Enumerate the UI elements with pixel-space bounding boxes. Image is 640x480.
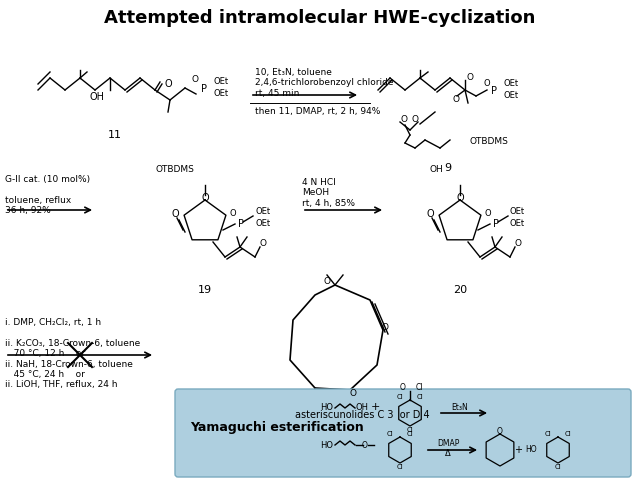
FancyBboxPatch shape	[175, 389, 631, 477]
Text: O: O	[349, 389, 356, 398]
Text: P: P	[493, 219, 499, 229]
Text: OH: OH	[89, 92, 104, 102]
Text: O: O	[164, 79, 172, 89]
Text: OEt: OEt	[503, 80, 518, 88]
Text: Cl: Cl	[397, 394, 403, 400]
Text: 4 N HCl
MeOH
rt, 4 h, 85%: 4 N HCl MeOH rt, 4 h, 85%	[302, 178, 355, 208]
Text: G-II cat. (10 mol%)

toluene, reflux
36 h, 92%: G-II cat. (10 mol%) toluene, reflux 36 h…	[5, 175, 90, 215]
Text: P: P	[491, 86, 497, 96]
Text: O: O	[426, 209, 434, 219]
Text: 20: 20	[453, 285, 467, 295]
Text: O: O	[452, 96, 460, 105]
Text: 11: 11	[108, 130, 122, 140]
Text: HO: HO	[320, 404, 333, 412]
Text: OTBDMS: OTBDMS	[155, 166, 194, 175]
Text: O: O	[456, 193, 464, 203]
Text: O: O	[484, 209, 492, 218]
Text: Cl: Cl	[387, 431, 394, 437]
Text: OEt: OEt	[510, 207, 525, 216]
Text: O: O	[171, 209, 179, 219]
Text: then 11, DMAP, rt, 2 h, 94%: then 11, DMAP, rt, 2 h, 94%	[255, 107, 380, 116]
Text: O: O	[191, 75, 198, 84]
Text: O: O	[515, 240, 522, 249]
Text: OEt: OEt	[255, 207, 270, 216]
Text: OEt: OEt	[214, 77, 229, 86]
Text: OTBDMS: OTBDMS	[470, 137, 509, 146]
Text: Cl: Cl	[406, 431, 413, 437]
Text: Yamaguchi esterification: Yamaguchi esterification	[190, 420, 364, 433]
Text: O: O	[323, 277, 330, 287]
Text: Cl: Cl	[416, 383, 424, 392]
Text: HO: HO	[320, 441, 333, 449]
Text: Cl: Cl	[555, 464, 561, 470]
Text: OH: OH	[356, 404, 369, 412]
Text: Cl: Cl	[406, 427, 413, 433]
Text: asteriscunolides C 3  or D 4: asteriscunolides C 3 or D 4	[295, 410, 429, 420]
Text: OEt: OEt	[503, 91, 518, 99]
Text: O: O	[201, 193, 209, 203]
Text: 19: 19	[198, 285, 212, 295]
Text: O: O	[381, 324, 388, 333]
Text: OEt: OEt	[214, 89, 229, 98]
Text: 9: 9	[444, 163, 452, 173]
Text: O: O	[362, 441, 368, 449]
Text: +: +	[514, 445, 522, 455]
Text: Attempted intramolecular HWE-cyclization: Attempted intramolecular HWE-cyclization	[104, 9, 536, 27]
Text: OH: OH	[430, 166, 444, 175]
Text: O: O	[400, 383, 406, 392]
Text: O: O	[259, 240, 266, 249]
Text: P: P	[201, 84, 207, 94]
Text: Δ: Δ	[445, 449, 451, 458]
Text: Cl: Cl	[564, 431, 572, 437]
Text: Cl: Cl	[397, 464, 403, 470]
Text: P: P	[238, 219, 244, 229]
Text: O: O	[230, 209, 236, 218]
Text: HO: HO	[525, 445, 536, 455]
Text: DMAP: DMAP	[437, 440, 459, 448]
Text: O: O	[411, 116, 418, 124]
Text: O: O	[467, 73, 474, 83]
Text: Cl: Cl	[545, 431, 552, 437]
Text: i. DMP, CH₂Cl₂, rt, 1 h

ii. K₂CO₃, 18-Crown-6, toluene
   70 °C, 12 h    or
ii.: i. DMP, CH₂Cl₂, rt, 1 h ii. K₂CO₃, 18-Cr…	[5, 318, 140, 389]
Text: Cl: Cl	[417, 394, 424, 400]
Text: +: +	[371, 402, 380, 412]
Text: 10, Et₃N, toluene
2,4,6-trichlorobenzoyl chloride
rt, 45 min: 10, Et₃N, toluene 2,4,6-trichlorobenzoyl…	[255, 68, 394, 98]
Text: OEt: OEt	[510, 219, 525, 228]
Text: O: O	[401, 116, 408, 124]
Text: Et₃N: Et₃N	[452, 403, 468, 411]
Text: OEt: OEt	[255, 219, 270, 228]
Text: O: O	[484, 80, 490, 88]
Text: O: O	[497, 428, 503, 436]
